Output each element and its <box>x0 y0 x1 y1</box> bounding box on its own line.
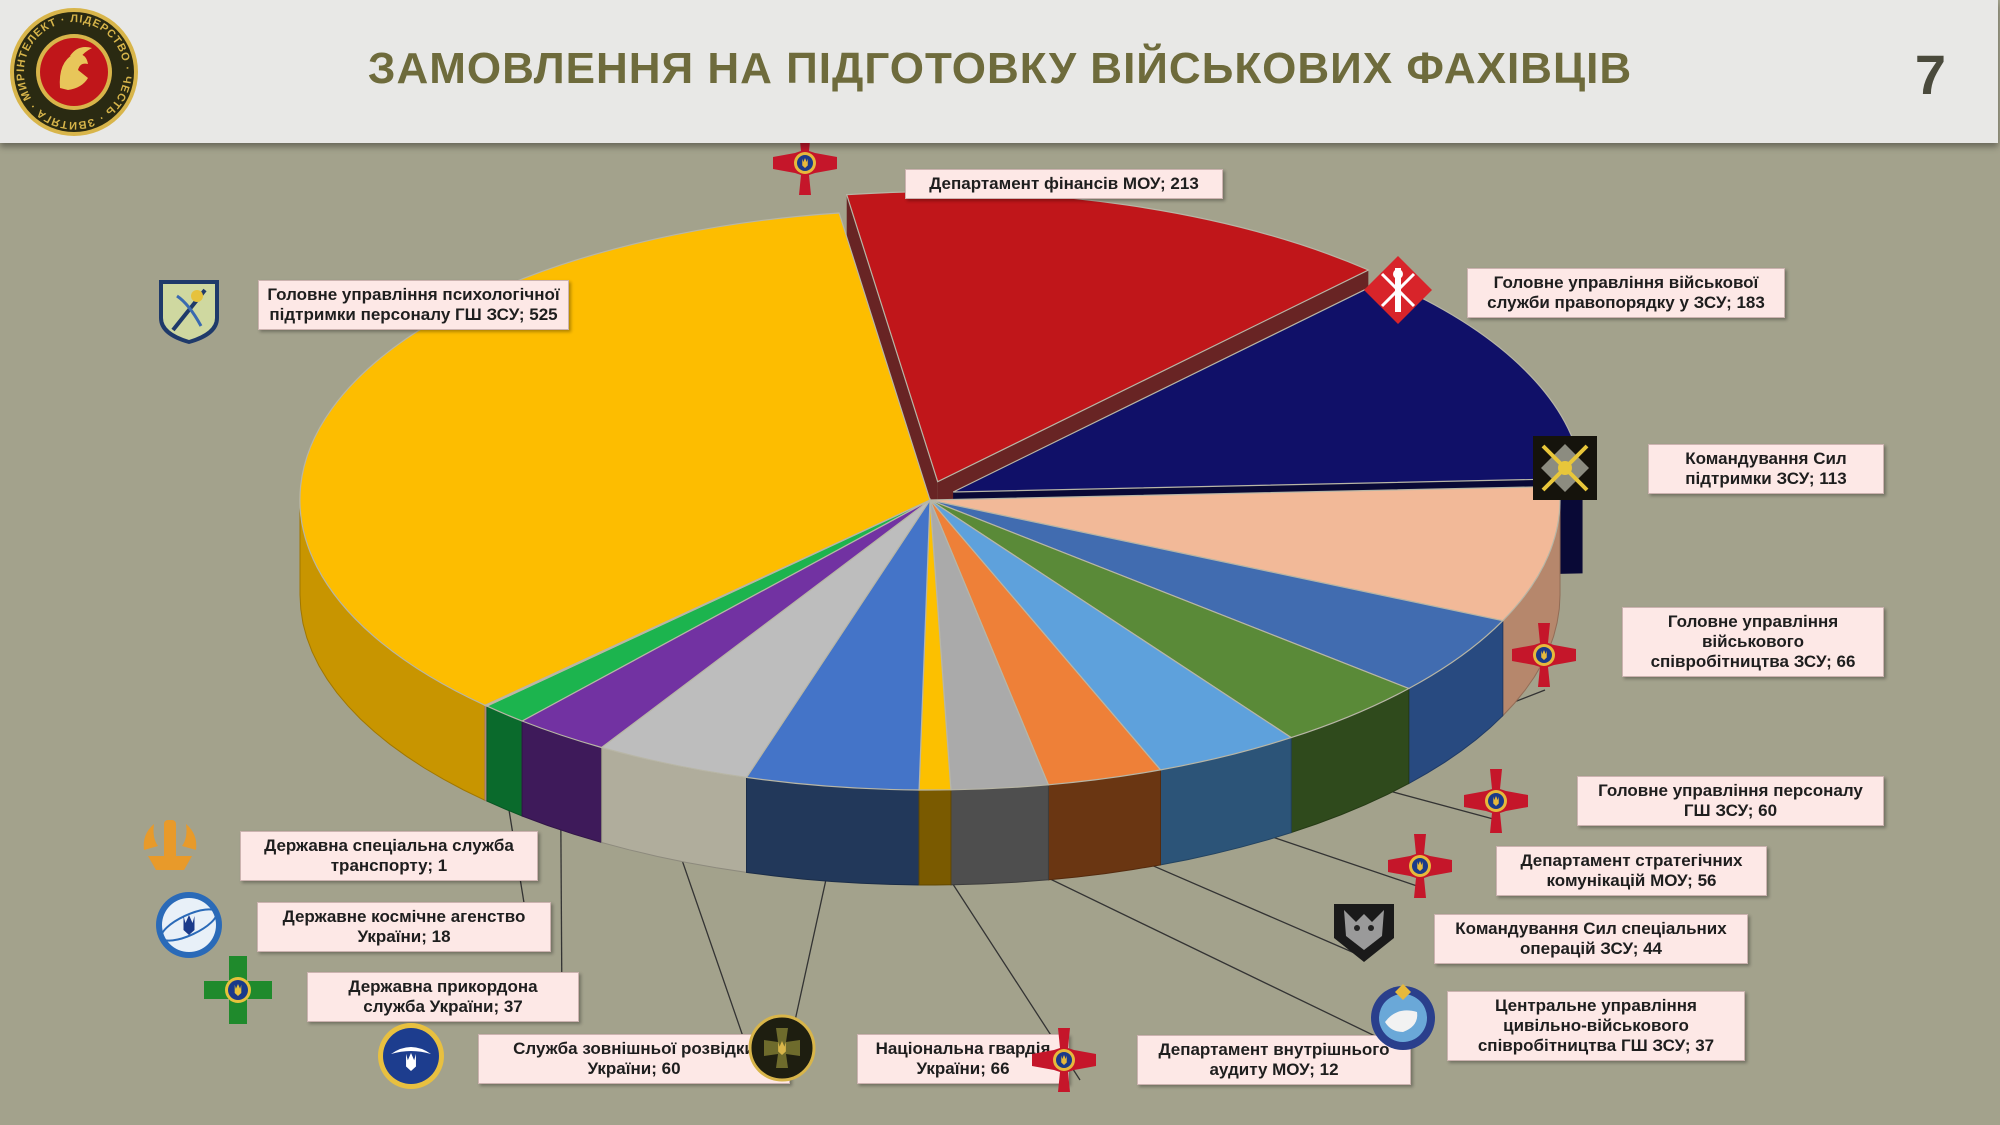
pie-slice-15 <box>299 212 931 706</box>
pie-slices <box>299 191 1584 791</box>
pie-side-13 <box>486 705 523 817</box>
trans-emblem-icon <box>143 820 197 870</box>
slice-label-1: Департамент фінансів МОУ; 213 <box>905 169 1223 199</box>
cross-emblem-icon <box>1512 623 1576 687</box>
slice-label-13: Державне космічне агенство України; 18 <box>257 902 551 952</box>
slide-header: ІНТЕЛЕКТ · ЛІДЕРСТВО · ЧЕСТЬ · ЗВИТЯГА ·… <box>0 0 1998 143</box>
slice-label-2: Головне управління військової служби пра… <box>1467 268 1785 318</box>
szr-emblem-icon <box>378 1023 444 1089</box>
slice-label-14: Державна спеціальна служба транспорту; 1 <box>240 831 538 881</box>
globe-emblem-icon <box>1371 984 1435 1050</box>
slice-label-text: Служба зовнішньої розвідки України; 60 <box>513 1039 755 1078</box>
space-emblem-icon <box>156 892 222 958</box>
slice-label-12: Державна прикордона служба України; 37 <box>307 972 579 1022</box>
ng-emblem-icon <box>748 1014 816 1082</box>
slice-label-text: Головне управління психологічної підтрим… <box>267 285 560 324</box>
pie-side-10 <box>746 776 920 886</box>
slice-label-text: Державне космічне агенство України; 18 <box>282 907 526 946</box>
cross-emblem-icon <box>1388 834 1452 898</box>
slice-label-11: Служба зовнішньої розвідки України; 60 <box>478 1034 790 1084</box>
sso-emblem-icon <box>1334 904 1394 962</box>
slice-label-8: Центральне управління цивільно-військово… <box>1447 991 1745 1061</box>
pie-side-9 <box>918 789 952 886</box>
slice-label-15: Головне управління психологічної підтрим… <box>258 280 569 330</box>
slice-label-text: Департамент внутрішнього аудиту МОУ; 12 <box>1158 1040 1390 1079</box>
slice-label-text: Департамент фінансів МОУ; 213 <box>929 174 1199 193</box>
police-emblem-icon <box>1364 256 1432 324</box>
slice-label-text: Національна гвардія України; 66 <box>875 1039 1051 1078</box>
slice-label-6: Департамент стратегічних комунікацій МОУ… <box>1496 846 1767 896</box>
slice-label-text: Головне управління персоналу ГШ ЗСУ; 60 <box>1598 781 1863 820</box>
slice-label-text: Державна спеціальна служба транспорту; 1 <box>264 836 514 875</box>
slice-label-text: Департамент стратегічних комунікацій МОУ… <box>1520 851 1743 890</box>
pie-side-7 <box>1047 769 1161 881</box>
slice-label-text: Командування Сил підтримки ЗСУ; 113 <box>1685 449 1847 488</box>
slice-label-5: Головне управління персоналу ГШ ЗСУ; 60 <box>1577 776 1884 826</box>
border-emblem-icon <box>204 956 272 1024</box>
slice-label-3: Командування Сил підтримки ЗСУ; 113 <box>1648 444 1884 494</box>
slice-label-9: Департамент внутрішнього аудиту МОУ; 12 <box>1137 1035 1411 1085</box>
pie-side-8 <box>950 784 1049 886</box>
institute-emblem-icon: ІНТЕЛЕКТ · ЛІДЕРСТВО · ЧЕСТЬ · ЗВИТЯГА ·… <box>10 8 138 136</box>
leader-line-8 <box>999 854 1405 1051</box>
cross-emblem-icon <box>773 131 837 195</box>
slice-label-7: Командування Сил спеціальних операцій ЗС… <box>1434 914 1748 964</box>
psy-emblem-icon <box>159 280 219 344</box>
slice-label-text: Головне управління військового співробіт… <box>1650 612 1856 671</box>
pie-slice-4 <box>929 499 1505 690</box>
slice-label-text: Центральне управління цивільно-військово… <box>1477 996 1715 1055</box>
slice-label-text: Головне управління військової служби пра… <box>1487 273 1765 312</box>
cross-emblem-icon <box>1464 769 1528 833</box>
page-title: ЗАМОВЛЕННЯ НА ПІДГОТОВКУ ВІЙСЬКОВИХ ФАХІ… <box>367 44 1633 93</box>
support-emblem-icon <box>1533 436 1597 500</box>
page-number: 7 <box>1914 43 1946 106</box>
slice-label-4: Головне управління військового співробіт… <box>1622 607 1884 677</box>
slice-label-text: Командування Сил спеціальних операцій ЗС… <box>1455 919 1727 958</box>
cross-emblem-icon <box>1032 1028 1096 1092</box>
slice-label-text: Державна прикордона служба України; 37 <box>348 977 538 1016</box>
pie-slice-10 <box>745 497 931 791</box>
